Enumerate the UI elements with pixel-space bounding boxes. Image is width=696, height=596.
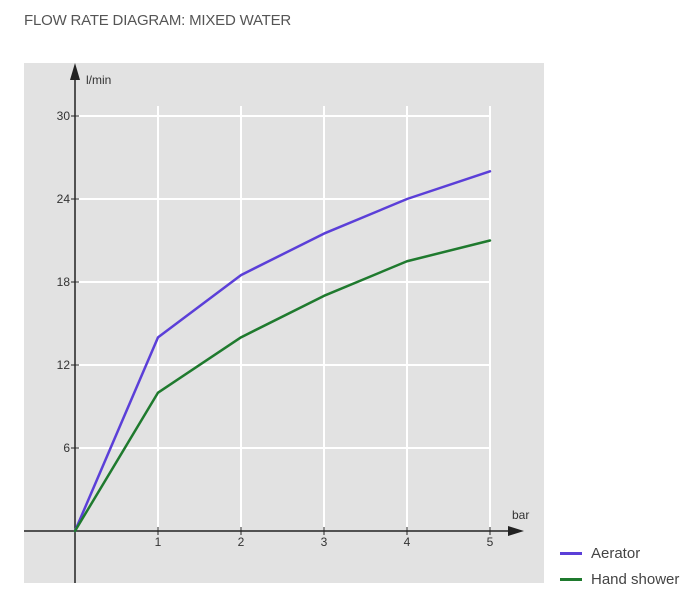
y-axis-arrow: [70, 63, 80, 80]
legend-swatch-aerator: [560, 551, 582, 555]
y-tick-label-30: 30: [57, 109, 71, 123]
x-tick-label-4: 4: [404, 535, 411, 549]
series-lines: [73, 170, 492, 533]
y-tick-label-18: 18: [57, 275, 71, 289]
y-tick-label-24: 24: [57, 192, 71, 206]
x-tick-label-1: 1: [155, 535, 162, 549]
grid-lines: [75, 106, 491, 531]
chart-title: FLOW RATE DIAGRAM: MIXED WATER: [24, 12, 292, 29]
x-axis-arrow: [508, 526, 524, 536]
legend-label-aerator: Aerator: [591, 544, 641, 562]
legend-label-hand-shower: Hand shower: [591, 570, 680, 588]
x-tick-label-2: 2: [238, 535, 245, 549]
x-tick-label-5: 5: [487, 535, 494, 549]
y-axis-label: l/min: [86, 73, 111, 87]
legend-item-aerator: Aerator: [560, 540, 696, 566]
legend: Aerator Hand shower: [560, 540, 696, 592]
x-axis-label: bar: [512, 508, 529, 522]
legend-item-hand-shower: Hand shower: [560, 566, 696, 592]
x-tick-label-3: 3: [321, 535, 328, 549]
plot-background: [24, 63, 544, 583]
y-tick-label-6: 6: [63, 441, 70, 455]
axes: [24, 63, 524, 583]
series-line-aerator: [73, 170, 492, 533]
series-line-hand-shower: [73, 239, 492, 533]
legend-swatch-hand-shower: [560, 577, 582, 581]
y-tick-label-12: 12: [57, 358, 71, 372]
